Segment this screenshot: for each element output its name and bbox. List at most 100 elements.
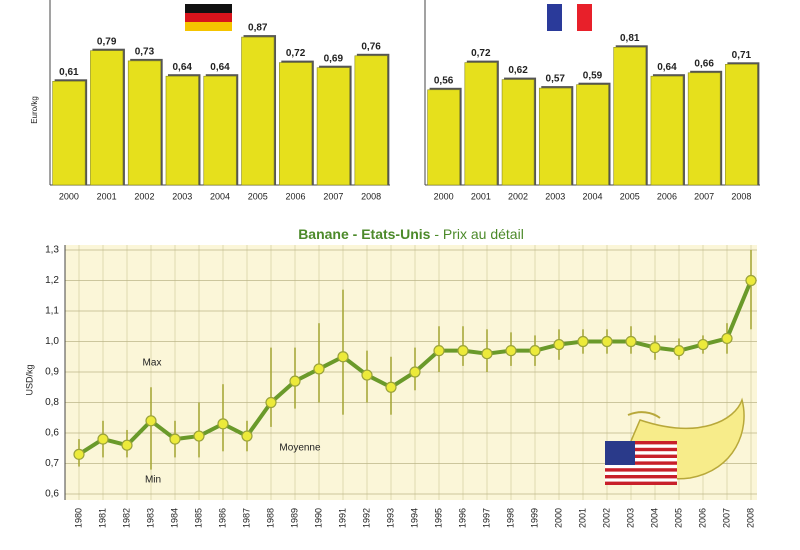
value-label: 0,81 bbox=[620, 33, 640, 44]
us-flag bbox=[605, 441, 677, 485]
x-tick-label: 2004 bbox=[649, 508, 659, 528]
bar bbox=[725, 64, 758, 186]
x-tick-label: 2008 bbox=[731, 191, 751, 201]
x-tick-label: 1999 bbox=[529, 508, 539, 528]
point bbox=[121, 439, 133, 451]
bar bbox=[52, 81, 86, 186]
point bbox=[577, 335, 589, 348]
y-tick-label: 1,0 bbox=[45, 336, 59, 347]
x-tick-label: 1981 bbox=[97, 508, 107, 528]
x-tick-label: 1995 bbox=[433, 508, 443, 528]
y-tick-label: 0,6 bbox=[45, 489, 59, 500]
point bbox=[193, 430, 205, 442]
point bbox=[337, 351, 349, 363]
point bbox=[649, 342, 661, 354]
x-tick-label: 1985 bbox=[193, 508, 203, 528]
value-label: 0,64 bbox=[210, 62, 230, 73]
x-tick-label: 2000 bbox=[553, 508, 563, 528]
x-tick-label: 2003 bbox=[172, 191, 192, 201]
point bbox=[73, 448, 85, 460]
x-tick-label: 1993 bbox=[385, 508, 395, 528]
x-tick-label: 2001 bbox=[97, 191, 117, 201]
value-label: 0,66 bbox=[694, 58, 714, 69]
value-label: 0,56 bbox=[434, 75, 454, 86]
annotation: Min bbox=[145, 475, 161, 486]
point bbox=[385, 381, 397, 393]
point bbox=[505, 345, 517, 357]
x-tick-label: 2002 bbox=[134, 191, 154, 201]
x-tick-label: 2006 bbox=[286, 191, 306, 201]
bar bbox=[165, 75, 199, 186]
x-tick-label: 2004 bbox=[210, 191, 230, 201]
point bbox=[529, 345, 541, 357]
x-tick-label: 1997 bbox=[481, 508, 491, 528]
x-tick-label: 1994 bbox=[409, 508, 419, 528]
y-tick-label: 0,8 bbox=[45, 397, 59, 408]
value-label: 0,64 bbox=[172, 62, 192, 73]
value-label: 0,64 bbox=[657, 62, 677, 73]
y-axis-label: Euro/kg bbox=[30, 96, 39, 124]
x-tick-label: 1983 bbox=[145, 508, 155, 528]
x-tick-label: 1986 bbox=[217, 508, 227, 528]
value-label: 0,73 bbox=[135, 47, 155, 58]
france-flag bbox=[547, 4, 592, 31]
value-label: 0,76 bbox=[361, 41, 381, 52]
x-tick-label: 2007 bbox=[721, 508, 731, 528]
point bbox=[433, 345, 445, 357]
y-tick-label: 0,9 bbox=[45, 367, 59, 378]
bar bbox=[538, 87, 572, 186]
bar bbox=[127, 60, 161, 186]
x-tick-label: 1996 bbox=[457, 508, 467, 528]
point bbox=[313, 363, 325, 375]
x-tick-label: 2006 bbox=[697, 508, 707, 528]
value-label: 0,59 bbox=[583, 70, 603, 81]
bar bbox=[279, 62, 313, 186]
x-tick-label: 2003 bbox=[545, 191, 565, 201]
bar bbox=[650, 75, 684, 186]
x-tick-label: 2007 bbox=[323, 191, 343, 201]
title: Banane - Etats-Unis bbox=[298, 226, 430, 242]
x-tick-label: 1992 bbox=[361, 508, 371, 528]
annotation: Max bbox=[143, 358, 162, 369]
x-tick-label: 1988 bbox=[265, 508, 275, 528]
y-tick-label: 0,7 bbox=[45, 458, 59, 469]
point bbox=[145, 415, 157, 427]
point bbox=[409, 366, 421, 378]
point bbox=[97, 433, 109, 445]
y-tick-label: 1,2 bbox=[45, 275, 59, 286]
x-tick-label: 2004 bbox=[582, 191, 602, 201]
x-tick-label: 2005 bbox=[673, 508, 683, 528]
x-tick-label: 1984 bbox=[169, 508, 179, 528]
point bbox=[457, 345, 469, 357]
y-tick-label: 1,3 bbox=[45, 245, 59, 256]
value-label: 0,69 bbox=[324, 53, 344, 64]
annotation: Moyenne bbox=[279, 443, 321, 454]
bar bbox=[464, 62, 498, 186]
bar bbox=[354, 55, 388, 186]
x-tick-label: 2006 bbox=[657, 191, 677, 201]
value-label: 0,72 bbox=[286, 48, 306, 59]
x-tick-label: 1987 bbox=[241, 508, 251, 528]
point bbox=[553, 338, 565, 351]
point bbox=[721, 332, 733, 345]
bar bbox=[687, 72, 721, 186]
bar bbox=[90, 50, 124, 186]
y-axis-label: USD/kg bbox=[24, 364, 34, 395]
x-tick-label: 1989 bbox=[289, 508, 299, 528]
bar bbox=[613, 46, 647, 186]
point bbox=[361, 369, 373, 381]
bar bbox=[316, 67, 350, 186]
x-tick-label: 2005 bbox=[620, 191, 640, 201]
bar bbox=[576, 84, 609, 186]
value-label: 0,61 bbox=[59, 67, 79, 78]
x-tick-label: 2005 bbox=[248, 191, 268, 201]
value-label: 0,87 bbox=[248, 23, 268, 34]
point bbox=[217, 418, 229, 430]
x-tick-label: 1998 bbox=[505, 508, 515, 528]
point bbox=[697, 338, 709, 351]
point bbox=[265, 396, 277, 409]
germany-flag bbox=[185, 4, 232, 31]
x-tick-label: 2008 bbox=[745, 508, 755, 528]
x-tick-label: 2002 bbox=[601, 508, 611, 528]
